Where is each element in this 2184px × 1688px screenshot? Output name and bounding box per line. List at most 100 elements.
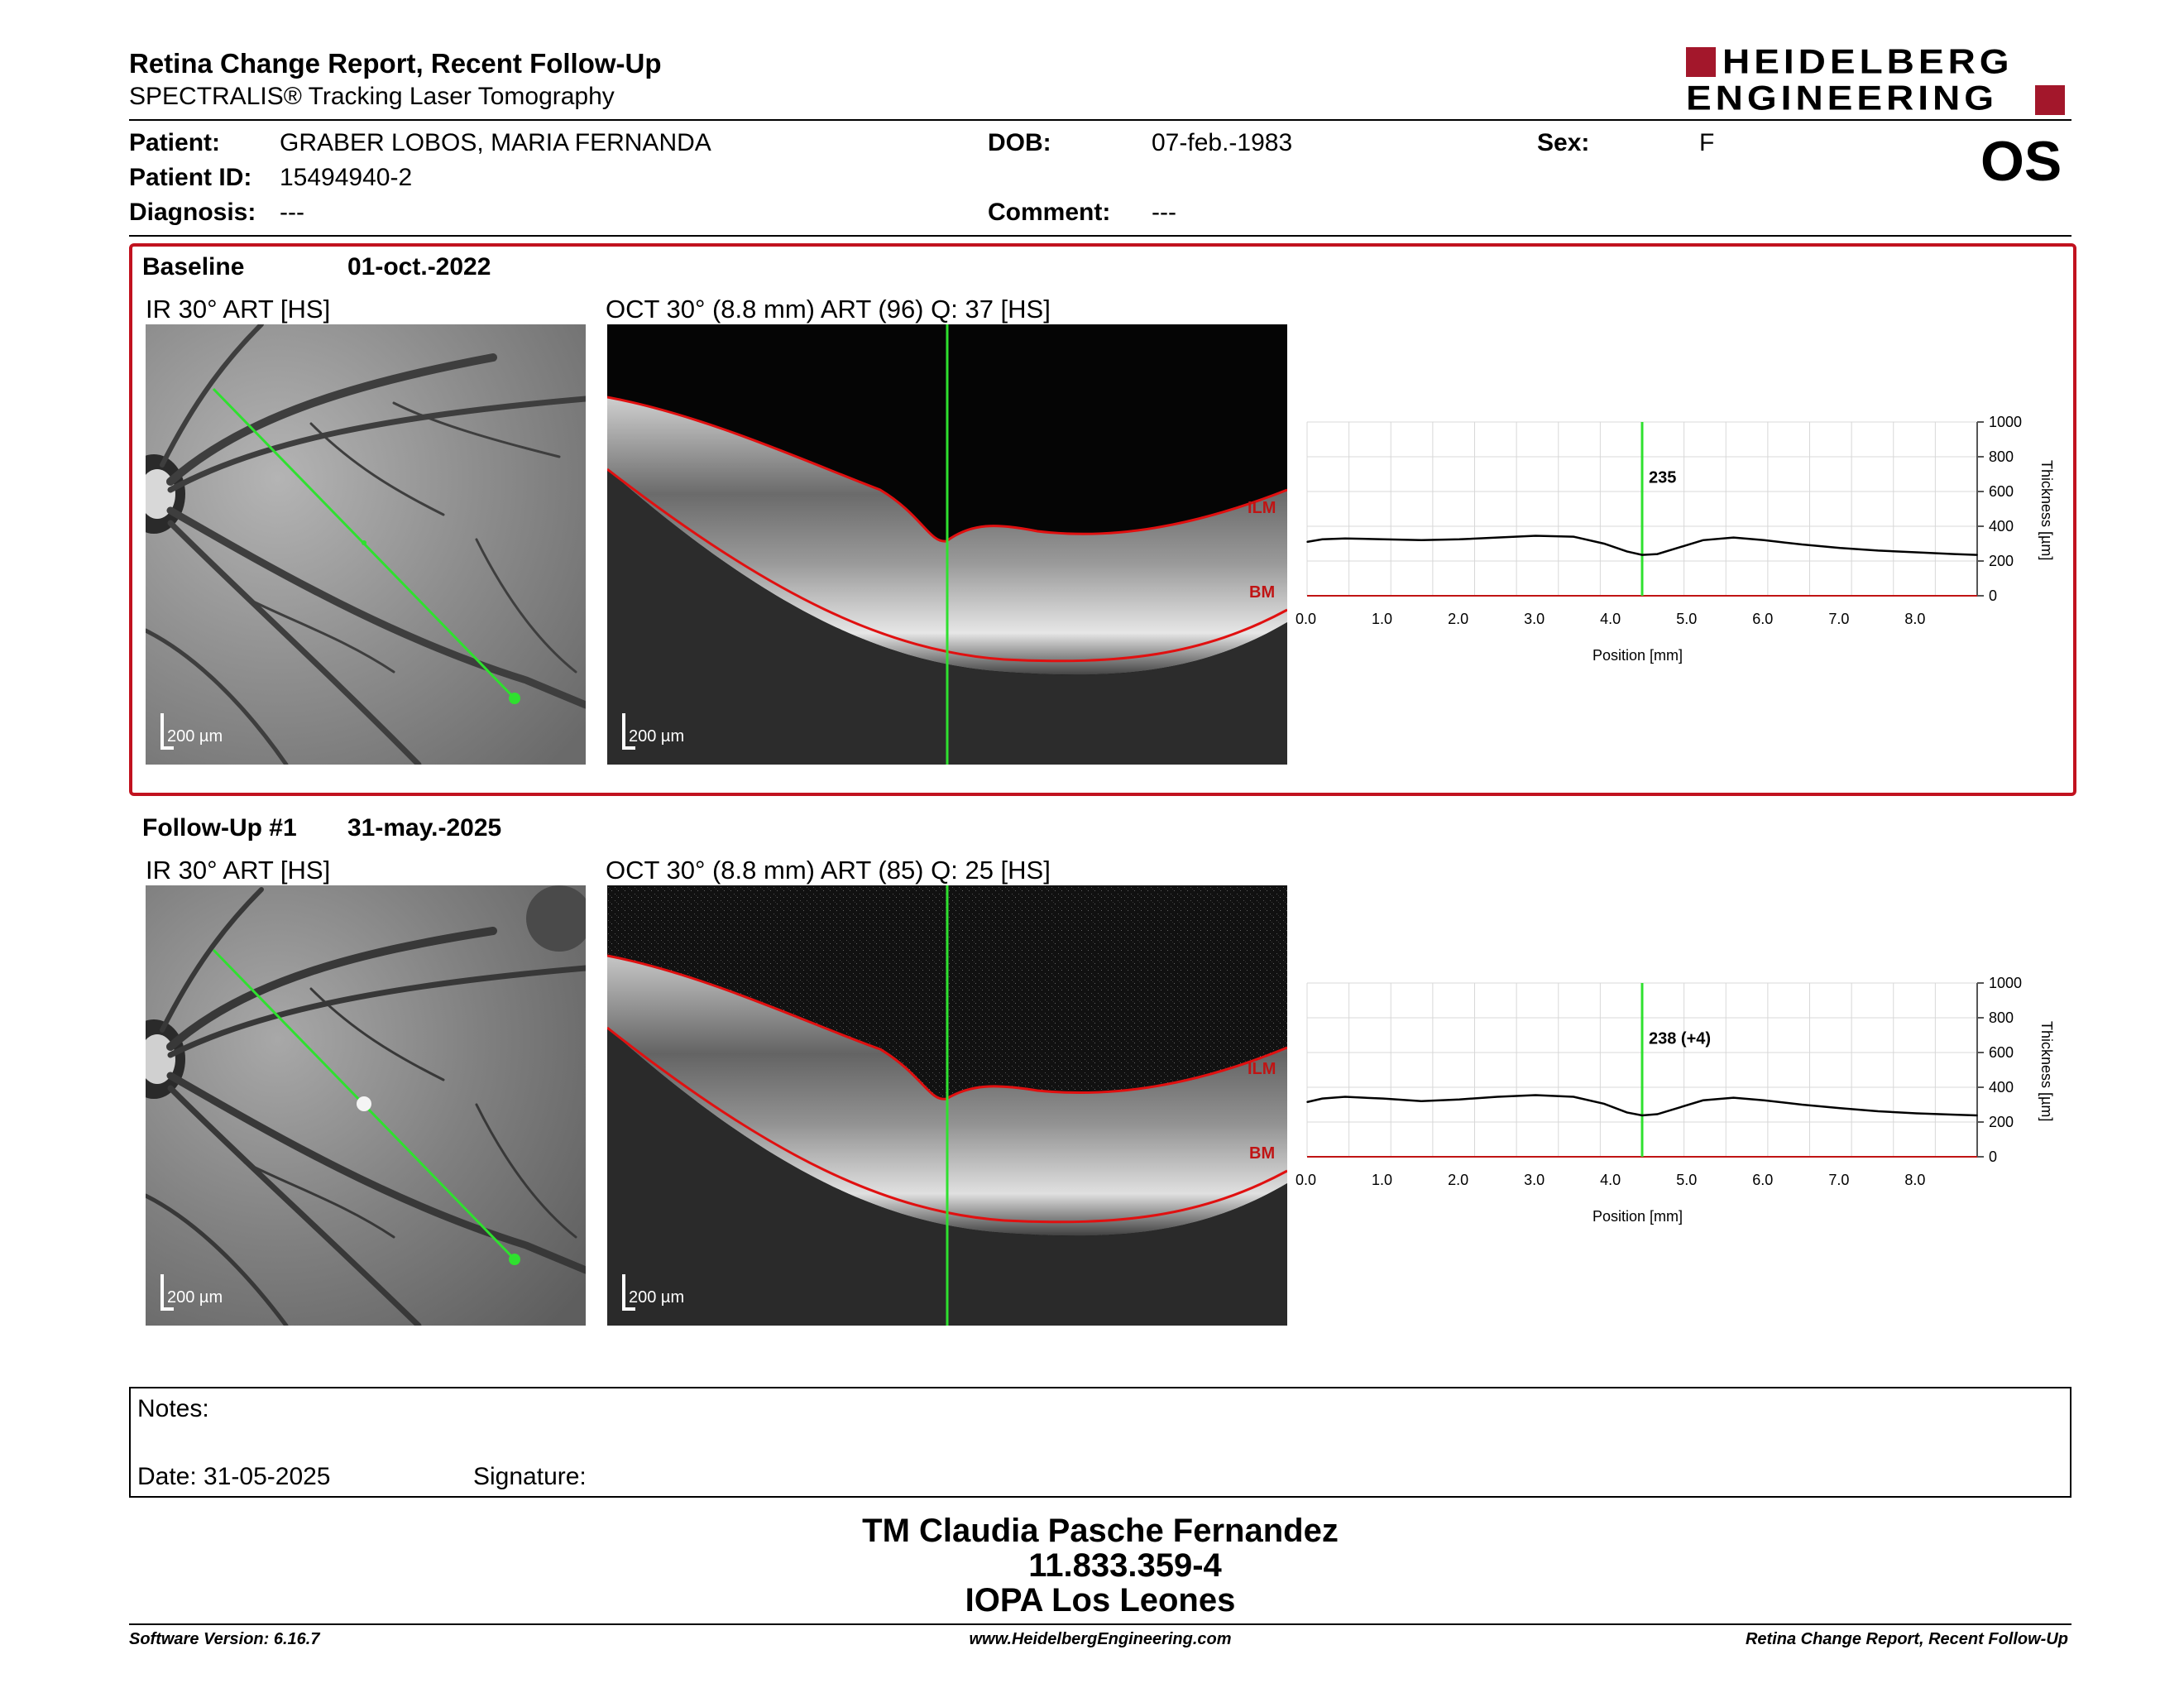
y-tick-label: 800 xyxy=(1989,448,2014,465)
thickness-point xyxy=(1976,554,1978,556)
thickness-point xyxy=(1382,1097,1384,1100)
y-axis-label: Thickness [µm] xyxy=(2038,460,2055,560)
patient-label: Patient: xyxy=(129,129,221,156)
oct-image-title: OCT 30° (8.8 mm) ART (96) Q: 37 [HS] xyxy=(606,295,1051,324)
oct-scan-illustration: ILM BM xyxy=(607,324,1287,765)
thickness-point xyxy=(1382,538,1384,540)
notes-label: Notes: xyxy=(137,1395,209,1422)
thickness-point xyxy=(1679,1106,1681,1108)
exam-date: 01-oct.-2022 xyxy=(347,253,491,281)
baseline-highlight-box xyxy=(129,243,2076,796)
thickness-point xyxy=(1953,553,1956,555)
fundus-illustration xyxy=(146,324,586,765)
thickness-point xyxy=(1603,543,1605,544)
dob-value: 07-feb.-1983 xyxy=(1152,129,1293,156)
thickness-point xyxy=(1702,539,1704,541)
x-axis-label: Position [mm] xyxy=(1592,647,1683,664)
thickness-point xyxy=(1626,1111,1628,1114)
x-tick-label: 6.0 xyxy=(1752,611,1773,627)
exam-date: 31-may.-2025 xyxy=(347,814,502,842)
thickness-point xyxy=(1420,539,1422,541)
thickness-point xyxy=(1458,1098,1460,1101)
y-tick-label: 1000 xyxy=(1989,414,2022,430)
diagnosis-value: --- xyxy=(280,199,304,226)
eye-label: OS xyxy=(1980,130,2062,193)
exam-label: Follow-Up #1 xyxy=(142,814,297,842)
svg-text:BM: BM xyxy=(1249,1144,1275,1163)
y-tick-label: 1000 xyxy=(1989,975,2022,991)
thickness-point xyxy=(1656,1113,1659,1115)
thickness-point xyxy=(1953,1114,1956,1115)
patient-id-label: Patient ID: xyxy=(129,164,252,191)
x-tick-label: 7.0 xyxy=(1828,1172,1849,1188)
stamp-rut: 11.833.359-4 xyxy=(1028,1547,1222,1584)
thickness-point xyxy=(1573,535,1574,538)
y-tick-label: 800 xyxy=(1989,1009,2014,1026)
x-tick-label: 8.0 xyxy=(1904,1172,1925,1188)
x-tick-label: 5.0 xyxy=(1676,1172,1697,1188)
thickness-point xyxy=(1801,1104,1803,1105)
thickness-point xyxy=(1497,536,1498,539)
software-version: Software Version: 6.16.7 xyxy=(129,1630,320,1648)
x-tick-label: 8.0 xyxy=(1904,611,1925,627)
dob-label: DOB: xyxy=(988,129,1051,156)
thickness-point xyxy=(1976,1115,1978,1116)
report-title: Retina Change Report, Recent Follow-Up xyxy=(129,48,662,79)
thickness-point xyxy=(1702,1099,1704,1101)
thickness-chart-baseline: 0 200 400 600 800 1000 0.0 1.0 2.0 3.0 4.0 5.0 6.0 7.… xyxy=(1296,414,2055,664)
y-tick-label: 0 xyxy=(1989,1149,1997,1165)
thickness-point xyxy=(1641,554,1643,556)
patient-id: 15494940-2 xyxy=(280,164,413,191)
svg-text:ILM: ILM xyxy=(1248,1060,1276,1078)
patient-name: GRABER LOBOS, MARIA FERNANDA xyxy=(280,129,711,156)
x-tick-label: 3.0 xyxy=(1524,611,1545,627)
y-tick-label: 600 xyxy=(1989,483,2014,500)
ir-image-title: IR 30° ART [HS] xyxy=(146,295,331,324)
thickness-point xyxy=(1344,537,1346,539)
heidelberg-logo: HEIDELBERG ENGINEERING xyxy=(1686,42,2065,117)
notes-box[interactable]: Notes: Date: 31-05-2025 Signature: xyxy=(129,1387,2071,1498)
thickness-point xyxy=(1679,546,1681,548)
thickness-point xyxy=(1626,550,1628,553)
oct-bscan-image: ILM BM 200 µm xyxy=(607,885,1287,1326)
thickness-point xyxy=(1306,1101,1308,1103)
y-tick-label: 200 xyxy=(1989,553,2014,569)
thickness-point xyxy=(1344,1096,1346,1098)
diagnosis-label: Diagnosis: xyxy=(129,199,256,226)
website-link[interactable]: www.HeidelbergEngineering.com xyxy=(969,1630,1232,1648)
x-tick-label: 1.0 xyxy=(1372,1172,1392,1188)
svg-text:ILM: ILM xyxy=(1248,499,1276,517)
thickness-point xyxy=(1420,1101,1422,1102)
exam-label: Baseline xyxy=(142,253,245,281)
x-tick-label: 4.0 xyxy=(1600,611,1621,627)
x-tick-label: 2.0 xyxy=(1448,1172,1468,1188)
header-divider xyxy=(129,119,2071,121)
thickness-point xyxy=(1497,1096,1498,1098)
y-tick-label: 0 xyxy=(1989,587,1997,604)
x-tick-label: 5.0 xyxy=(1676,611,1697,627)
thickness-chart-followup: 0 200 400 600 800 1000 0.0 1.0 2.0 3.0 4.0 5.0 6.0 7.… xyxy=(1296,975,2055,1225)
oct-bscan-image: ILM BM 200 µm xyxy=(607,324,1287,765)
x-axis-label: Position [mm] xyxy=(1592,1208,1683,1225)
oct-image-title: OCT 30° (8.8 mm) ART (85) Q: 25 [HS] xyxy=(606,856,1051,885)
thickness-point xyxy=(1763,1099,1765,1101)
sex-value: F xyxy=(1699,129,1715,156)
cursor-value-label: 235 xyxy=(1649,469,1676,487)
signature-label: Signature: xyxy=(473,1463,587,1490)
thickness-point xyxy=(1877,549,1880,552)
cursor-value-label: 238 (+4) xyxy=(1649,1030,1711,1048)
y-tick-label: 200 xyxy=(1989,1114,2014,1130)
footer-divider xyxy=(129,1623,2071,1625)
ir-fundus-image: 200 µm xyxy=(146,324,586,765)
thickness-point xyxy=(1321,538,1324,540)
y-axis-label: Thickness [µm] xyxy=(2038,1021,2055,1121)
comment-value: --- xyxy=(1152,199,1176,226)
x-tick-label: 2.0 xyxy=(1448,611,1468,627)
thickness-point xyxy=(1641,1115,1643,1116)
y-tick-label: 600 xyxy=(1989,1044,2014,1061)
sex-label: Sex: xyxy=(1537,129,1590,156)
patient-divider xyxy=(129,235,2071,237)
stamp-name: TM Claudia Pasche Fernandez xyxy=(862,1513,1339,1549)
report-subtitle: SPECTRALIS® Tracking Laser Tomography xyxy=(129,83,615,110)
thickness-point xyxy=(1839,547,1842,549)
